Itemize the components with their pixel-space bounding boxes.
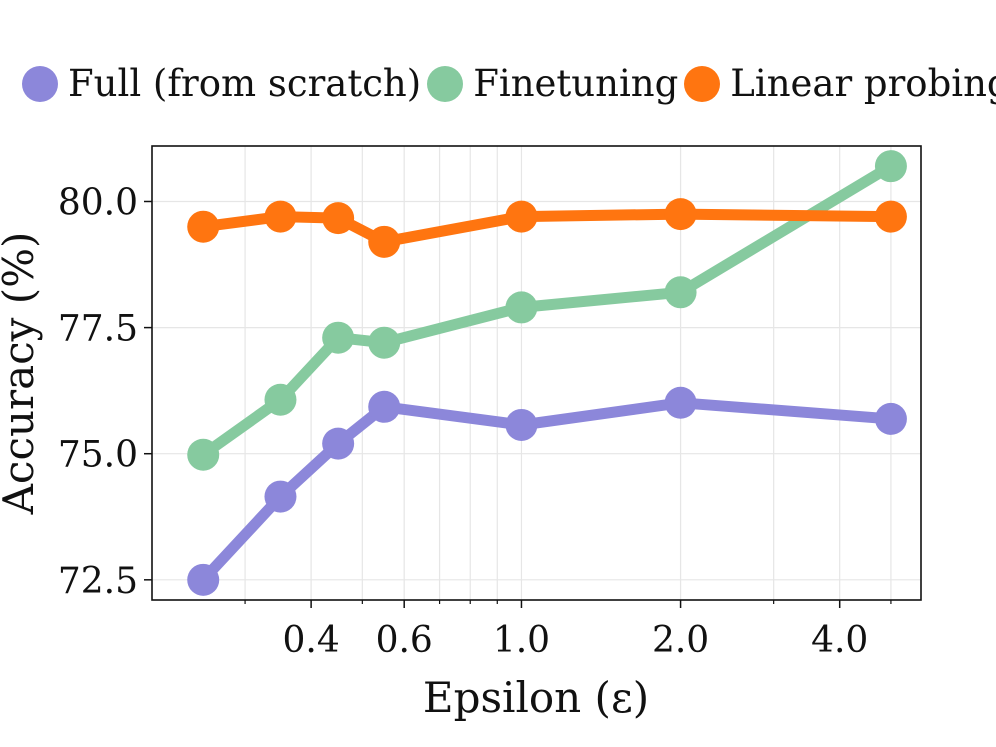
legend-marker-full <box>22 65 58 102</box>
series-2-point <box>664 198 697 231</box>
legend-item-finetuning: Finetuning <box>427 62 678 105</box>
y-tick-label: 77.5 <box>58 309 138 350</box>
series-1-point <box>264 383 297 416</box>
series-1-point <box>322 321 355 354</box>
series-0-point <box>505 408 538 441</box>
x-tick-label: 0.6 <box>376 620 433 661</box>
x-axis-label: Epsilon (ε) <box>423 673 649 722</box>
series-1-point <box>664 276 697 309</box>
x-tick-label: 1.0 <box>493 620 550 661</box>
x-tick-label: 4.0 <box>811 620 868 661</box>
series-layer <box>187 150 907 596</box>
x-tick-label: 2.0 <box>652 620 709 661</box>
series-0-point <box>664 386 697 419</box>
series-2-point <box>322 202 355 235</box>
legend-label-finetuning: Finetuning <box>473 62 679 105</box>
series-2-point <box>264 200 297 233</box>
y-tick-label: 75.0 <box>58 435 138 476</box>
series-line-0 <box>197 397 897 586</box>
legend-item-full: Full (from scratch) <box>22 62 421 105</box>
legend-item-linear-probing: Linear probing <box>684 62 996 105</box>
plot-frame <box>151 145 922 601</box>
y-tick-label: 72.5 <box>58 561 138 602</box>
series-0-point <box>874 402 907 435</box>
axes: 0.4 0.6 1.0 2.0 4.0 72.5 75.0 77.5 80.0 <box>58 182 892 661</box>
legend-label-full: Full (from scratch) <box>68 62 422 105</box>
legend: Full (from scratch) Finetuning Linear pr… <box>22 62 996 105</box>
series-2-point <box>874 200 907 233</box>
series-0-point <box>187 563 220 596</box>
x-tick-label: 0.4 <box>282 620 339 661</box>
series-0-point <box>264 480 297 513</box>
series-0-point <box>322 427 355 460</box>
legend-label-linear-probing: Linear probing <box>730 62 996 105</box>
series-1-point <box>505 291 538 324</box>
y-tick-label: 80.0 <box>58 182 138 223</box>
series-2-point <box>505 200 538 233</box>
series-2-point <box>368 225 401 258</box>
series-1-point <box>874 150 907 183</box>
legend-marker-finetuning <box>427 65 464 102</box>
series-1-point <box>187 438 220 471</box>
series-1-point <box>368 326 401 359</box>
series-2-point <box>187 210 220 243</box>
series-0-point <box>368 390 401 423</box>
y-axis-label: Accuracy (%) <box>0 232 43 516</box>
legend-marker-linear-probing <box>684 65 721 102</box>
